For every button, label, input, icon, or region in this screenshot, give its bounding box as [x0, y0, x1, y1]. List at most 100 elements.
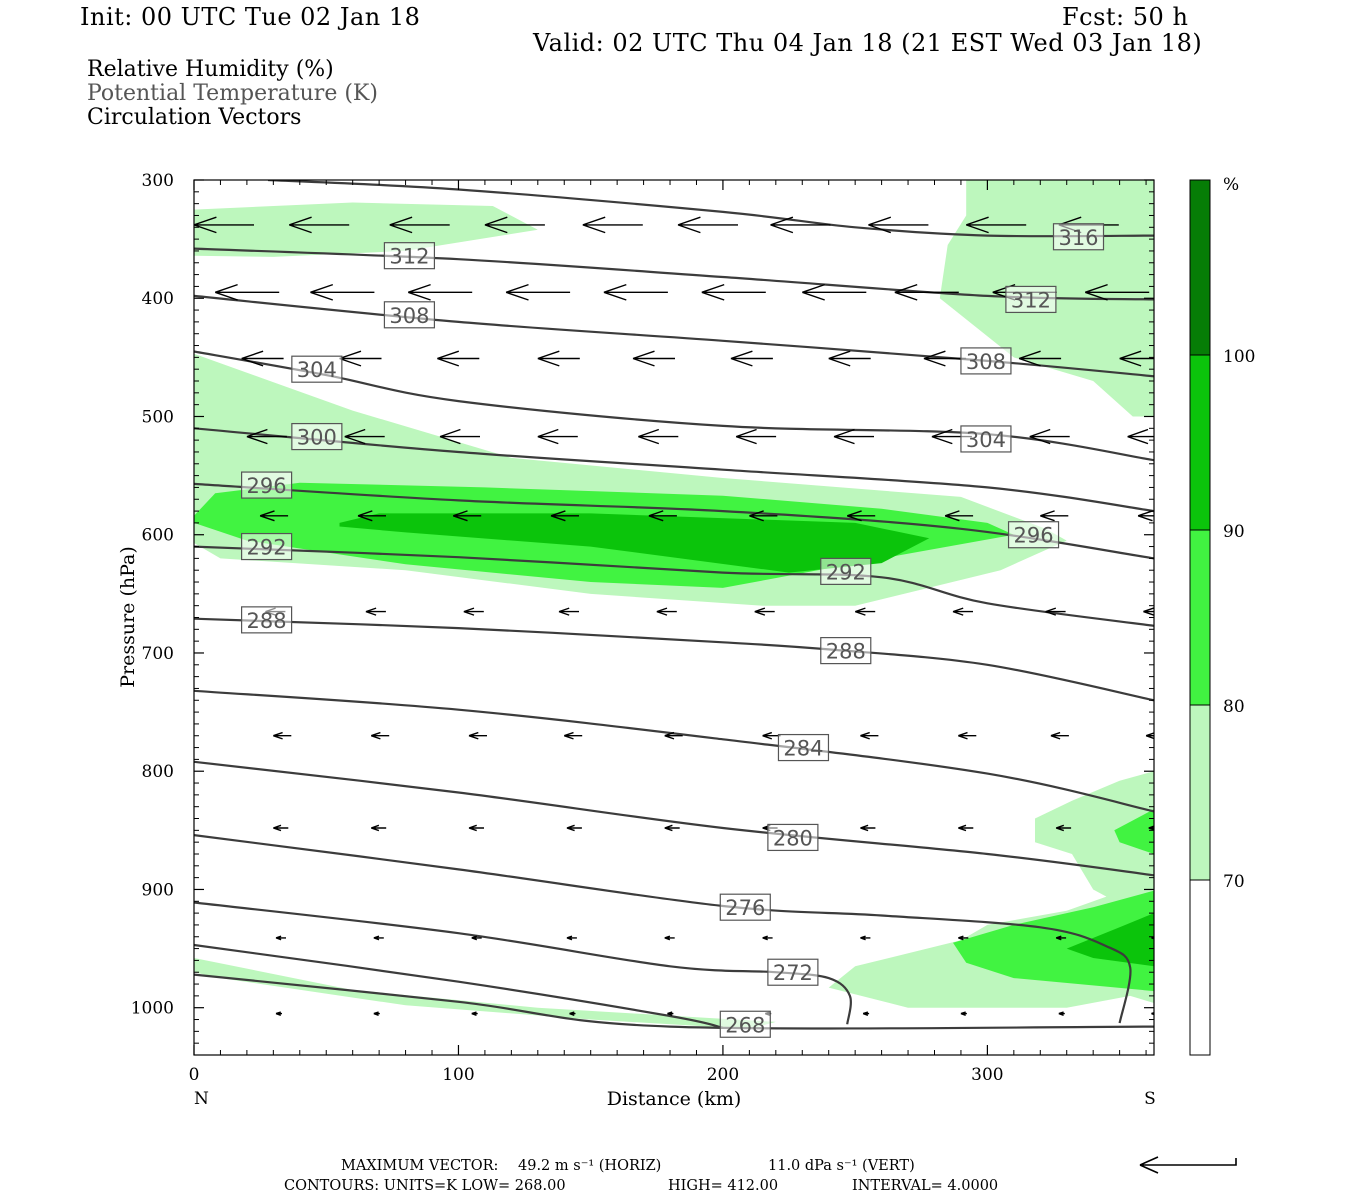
- vector-arrow-r5-c2: [463, 607, 484, 616]
- vector-arrow-r4-c9: [1137, 510, 1154, 522]
- contour-label-text: 304: [297, 358, 337, 382]
- vector-arrow-r4-c4: [648, 510, 677, 522]
- vector-arrow-r7-c7: [958, 824, 974, 832]
- max-vector-label: MAXIMUM VECTOR:: [341, 1158, 499, 1174]
- rh-region-70-0: [194, 202, 538, 257]
- vector-arrow-r5-c1: [365, 607, 386, 616]
- colorbar-level-label: 70: [1223, 872, 1245, 892]
- contour-label-box: [777, 733, 830, 762]
- contour-label-text: 296: [1013, 524, 1053, 548]
- contour-label-276-16: 276: [719, 893, 771, 921]
- vector-arrow-r4-c1: [357, 510, 386, 522]
- vector-arrow-r5-c4: [656, 607, 677, 616]
- contour-label-300-7: 300: [291, 422, 343, 451]
- vector-arrow-r2-c4: [632, 350, 675, 367]
- colorbar-segment-0: [1189, 179, 1211, 356]
- rh-region-80-6: [1114, 809, 1154, 854]
- y-tick-label: 500: [142, 407, 174, 427]
- vector-arrow-r6-c2: [468, 731, 487, 740]
- max-vector-horiz: 49.2 m s⁻¹ (HORIZ): [518, 1158, 662, 1174]
- vector-arrow-r1-c9: [1084, 283, 1150, 301]
- vector-arrow-r4-c5: [749, 510, 778, 522]
- x-tick-label: 200: [707, 1065, 739, 1085]
- x-tick-label: 100: [442, 1065, 474, 1085]
- contour-label-292-11: 292: [820, 557, 872, 585]
- vector-arrow-r8-c4: [664, 935, 675, 941]
- contour-label-text: 312: [389, 245, 429, 269]
- vector-arrow-r8-c5: [762, 935, 773, 941]
- vector-arrow-r8-c7: [958, 935, 969, 941]
- vector-arrow-r2-c5: [730, 350, 773, 367]
- vector-arrow-r0-c2: [389, 216, 450, 234]
- contour-label-308-4: 308: [960, 347, 1012, 375]
- contour-label-box: [241, 471, 293, 499]
- vector-arrow-r2-c2: [437, 350, 480, 367]
- vector-arrow-r7-c2: [468, 824, 484, 832]
- contour-label-288-12: 288: [241, 606, 293, 634]
- vector-arrow-r7-c3: [566, 824, 582, 832]
- vector-arrow-r2-c6: [828, 350, 871, 367]
- colorbar-segment-4: [1189, 879, 1211, 1056]
- y-tick-label: 300: [142, 171, 174, 191]
- vector-arrow-r3-c9: [1127, 428, 1154, 445]
- contour-label-312-2: 312: [1005, 285, 1057, 314]
- vector-arrow-r8-c1: [373, 935, 384, 941]
- init-time: Init: 00 UTC Tue 02 Jan 18: [80, 3, 421, 31]
- vector-arrow-r7-c9: [1148, 825, 1154, 831]
- theta-contour-292-10: [194, 545, 1154, 627]
- colorbar-segment-2: [1189, 529, 1211, 706]
- contour-label-text: 280: [773, 826, 813, 850]
- y-tick-label: 800: [142, 762, 174, 782]
- colorbar-segment-3: [1189, 704, 1211, 881]
- vector-arrow-r1-c4: [603, 283, 668, 301]
- vector-arrow-r1-c7: [894, 283, 959, 301]
- vector-arrow-r4-c2: [452, 510, 482, 522]
- contour-label-text: 312: [1011, 288, 1051, 312]
- theta-contour-unlabeled-19: [194, 973, 1154, 1030]
- vector-arrow-r9-c1: [373, 1011, 380, 1016]
- vector-arrow-r5-c6: [854, 607, 876, 616]
- vector-arrow-r2-c1: [339, 350, 382, 367]
- theta-contour-276-16: [194, 834, 1132, 1024]
- contour-label-296-8: 296: [241, 471, 293, 499]
- vector-arrow-r1-c2: [407, 283, 473, 301]
- contour-label-292-10: 292: [241, 532, 293, 561]
- vector-arrow-r2-c3: [537, 350, 580, 367]
- colorbar-unit: %: [1223, 175, 1239, 195]
- contour-label-box: [241, 532, 293, 561]
- vector-arrow-r3-c3: [537, 428, 578, 445]
- vector-arrow-r7-c4: [664, 824, 680, 832]
- vector-arrow-r9-c6: [862, 1011, 870, 1016]
- vector-arrow-r4-c0: [259, 510, 289, 522]
- y-tick-label: 400: [142, 289, 174, 309]
- theta-contour-268-18: [194, 943, 724, 1029]
- y-tick-label: 600: [142, 526, 174, 546]
- vector-arrow-r0-c3: [484, 216, 545, 234]
- vector-arrow-r0-c7: [868, 216, 929, 234]
- vector-arrow-r3-c2: [439, 428, 480, 445]
- legend-potential-temperature: Potential Temperature (K): [87, 81, 378, 106]
- contour-label-box: [767, 823, 819, 852]
- vector-arrow-r6-c0: [273, 731, 292, 740]
- vector-arrow-r5-c5: [754, 607, 775, 616]
- contour-label-268-18: 268: [719, 1010, 771, 1038]
- theta-contour-308-3: [194, 294, 1154, 378]
- vector-arrow-r2-c8: [1018, 350, 1062, 367]
- vector-arrow-r3-c1: [344, 428, 385, 445]
- colorbar-segment-1: [1189, 354, 1211, 531]
- contour-label-box: [960, 347, 1012, 375]
- theta-contour-288-12: [194, 617, 1154, 702]
- vector-arrow-r6-c4: [664, 731, 683, 740]
- vector-arrow-r9-c8: [1058, 1011, 1065, 1016]
- contour-label-288-13: 288: [820, 637, 872, 665]
- vector-arrow-r0-c8: [965, 216, 1027, 234]
- rh-region-90-8: [1066, 913, 1154, 967]
- contour-info: CONTOURS: UNITS=K LOW= 268.00: [284, 1178, 566, 1194]
- vector-arrow-r0-c1: [288, 216, 350, 234]
- contour-label-316-0: 316: [1052, 223, 1105, 251]
- contour-label-box: [960, 425, 1012, 453]
- vector-arrow-r7-c0: [273, 824, 289, 832]
- contour-label-296-9: 296: [1007, 521, 1060, 549]
- theta-contour-280-15: [194, 760, 1154, 877]
- vector-arrow-r1-c5: [701, 283, 766, 301]
